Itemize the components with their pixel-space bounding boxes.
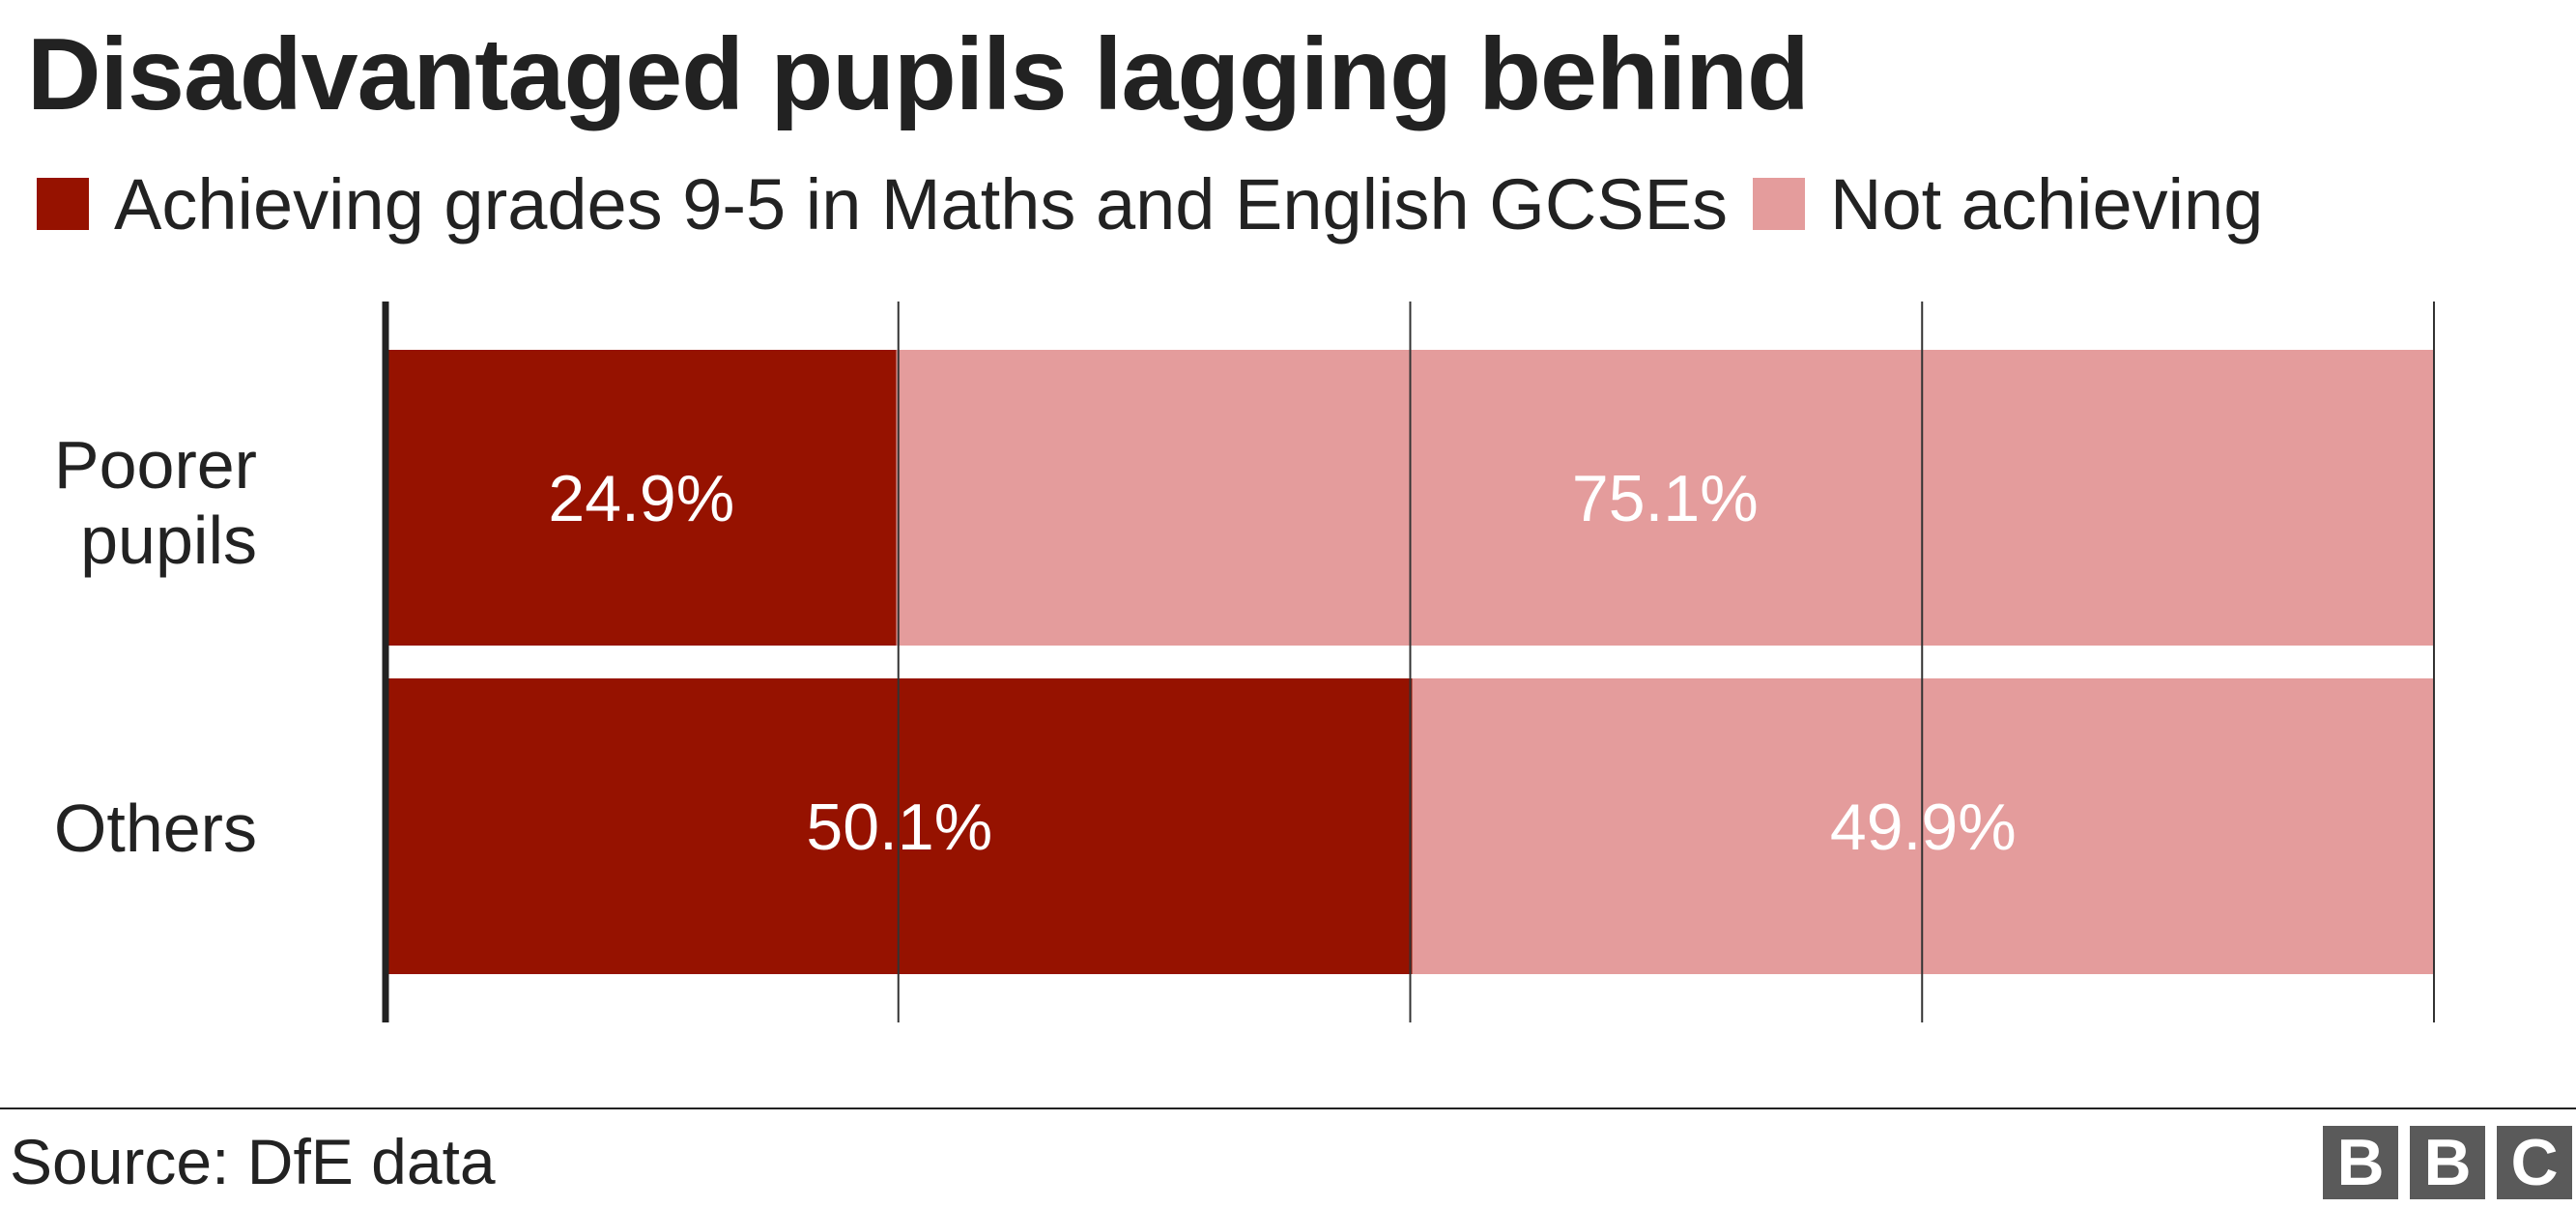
data-label-others-not-achieving: 49.9%: [1830, 791, 2017, 864]
bar-chart: 24.9% 75.1% 50.1% 49.9%: [382, 302, 2435, 1022]
logo-block-3: C: [2497, 1126, 2572, 1199]
data-label-poorer-pupils-achieving: 24.9%: [548, 462, 734, 535]
legend-label-not-achieving: Not achieving: [1830, 163, 2264, 244]
logo-block-2: B: [2410, 1126, 2485, 1199]
legend: Achieving grades 9-5 in Maths and Englis…: [37, 159, 2288, 248]
data-label-others-achieving: 50.1%: [806, 791, 992, 864]
category-label-poorer-pupils: Poorer pupils: [53, 427, 257, 578]
source-note: Source: DfE data: [10, 1126, 496, 1197]
logo-block-1: B: [2323, 1126, 2398, 1199]
bar-others-not-achieving: [1412, 678, 2434, 974]
legend-swatch-achieving: [37, 178, 89, 230]
footer-divider: [0, 1107, 2576, 1109]
bar-poorer-pupils-not-achieving: [896, 350, 2434, 646]
legend-swatch-not-achieving: [1753, 178, 1805, 230]
legend-label-achieving: Achieving grades 9-5 in Maths and Englis…: [114, 163, 1728, 244]
bbc-logo: B B C: [2323, 1126, 2572, 1199]
category-label-others: Others: [53, 791, 257, 866]
bar-others-achieving: [386, 678, 1413, 974]
data-label-poorer-pupils-not-achieving: 75.1%: [1572, 462, 1759, 535]
bar-poorer-pupils-achieving: [386, 350, 897, 646]
chart-title: Disadvantaged pupils lagging behind: [27, 17, 1810, 131]
